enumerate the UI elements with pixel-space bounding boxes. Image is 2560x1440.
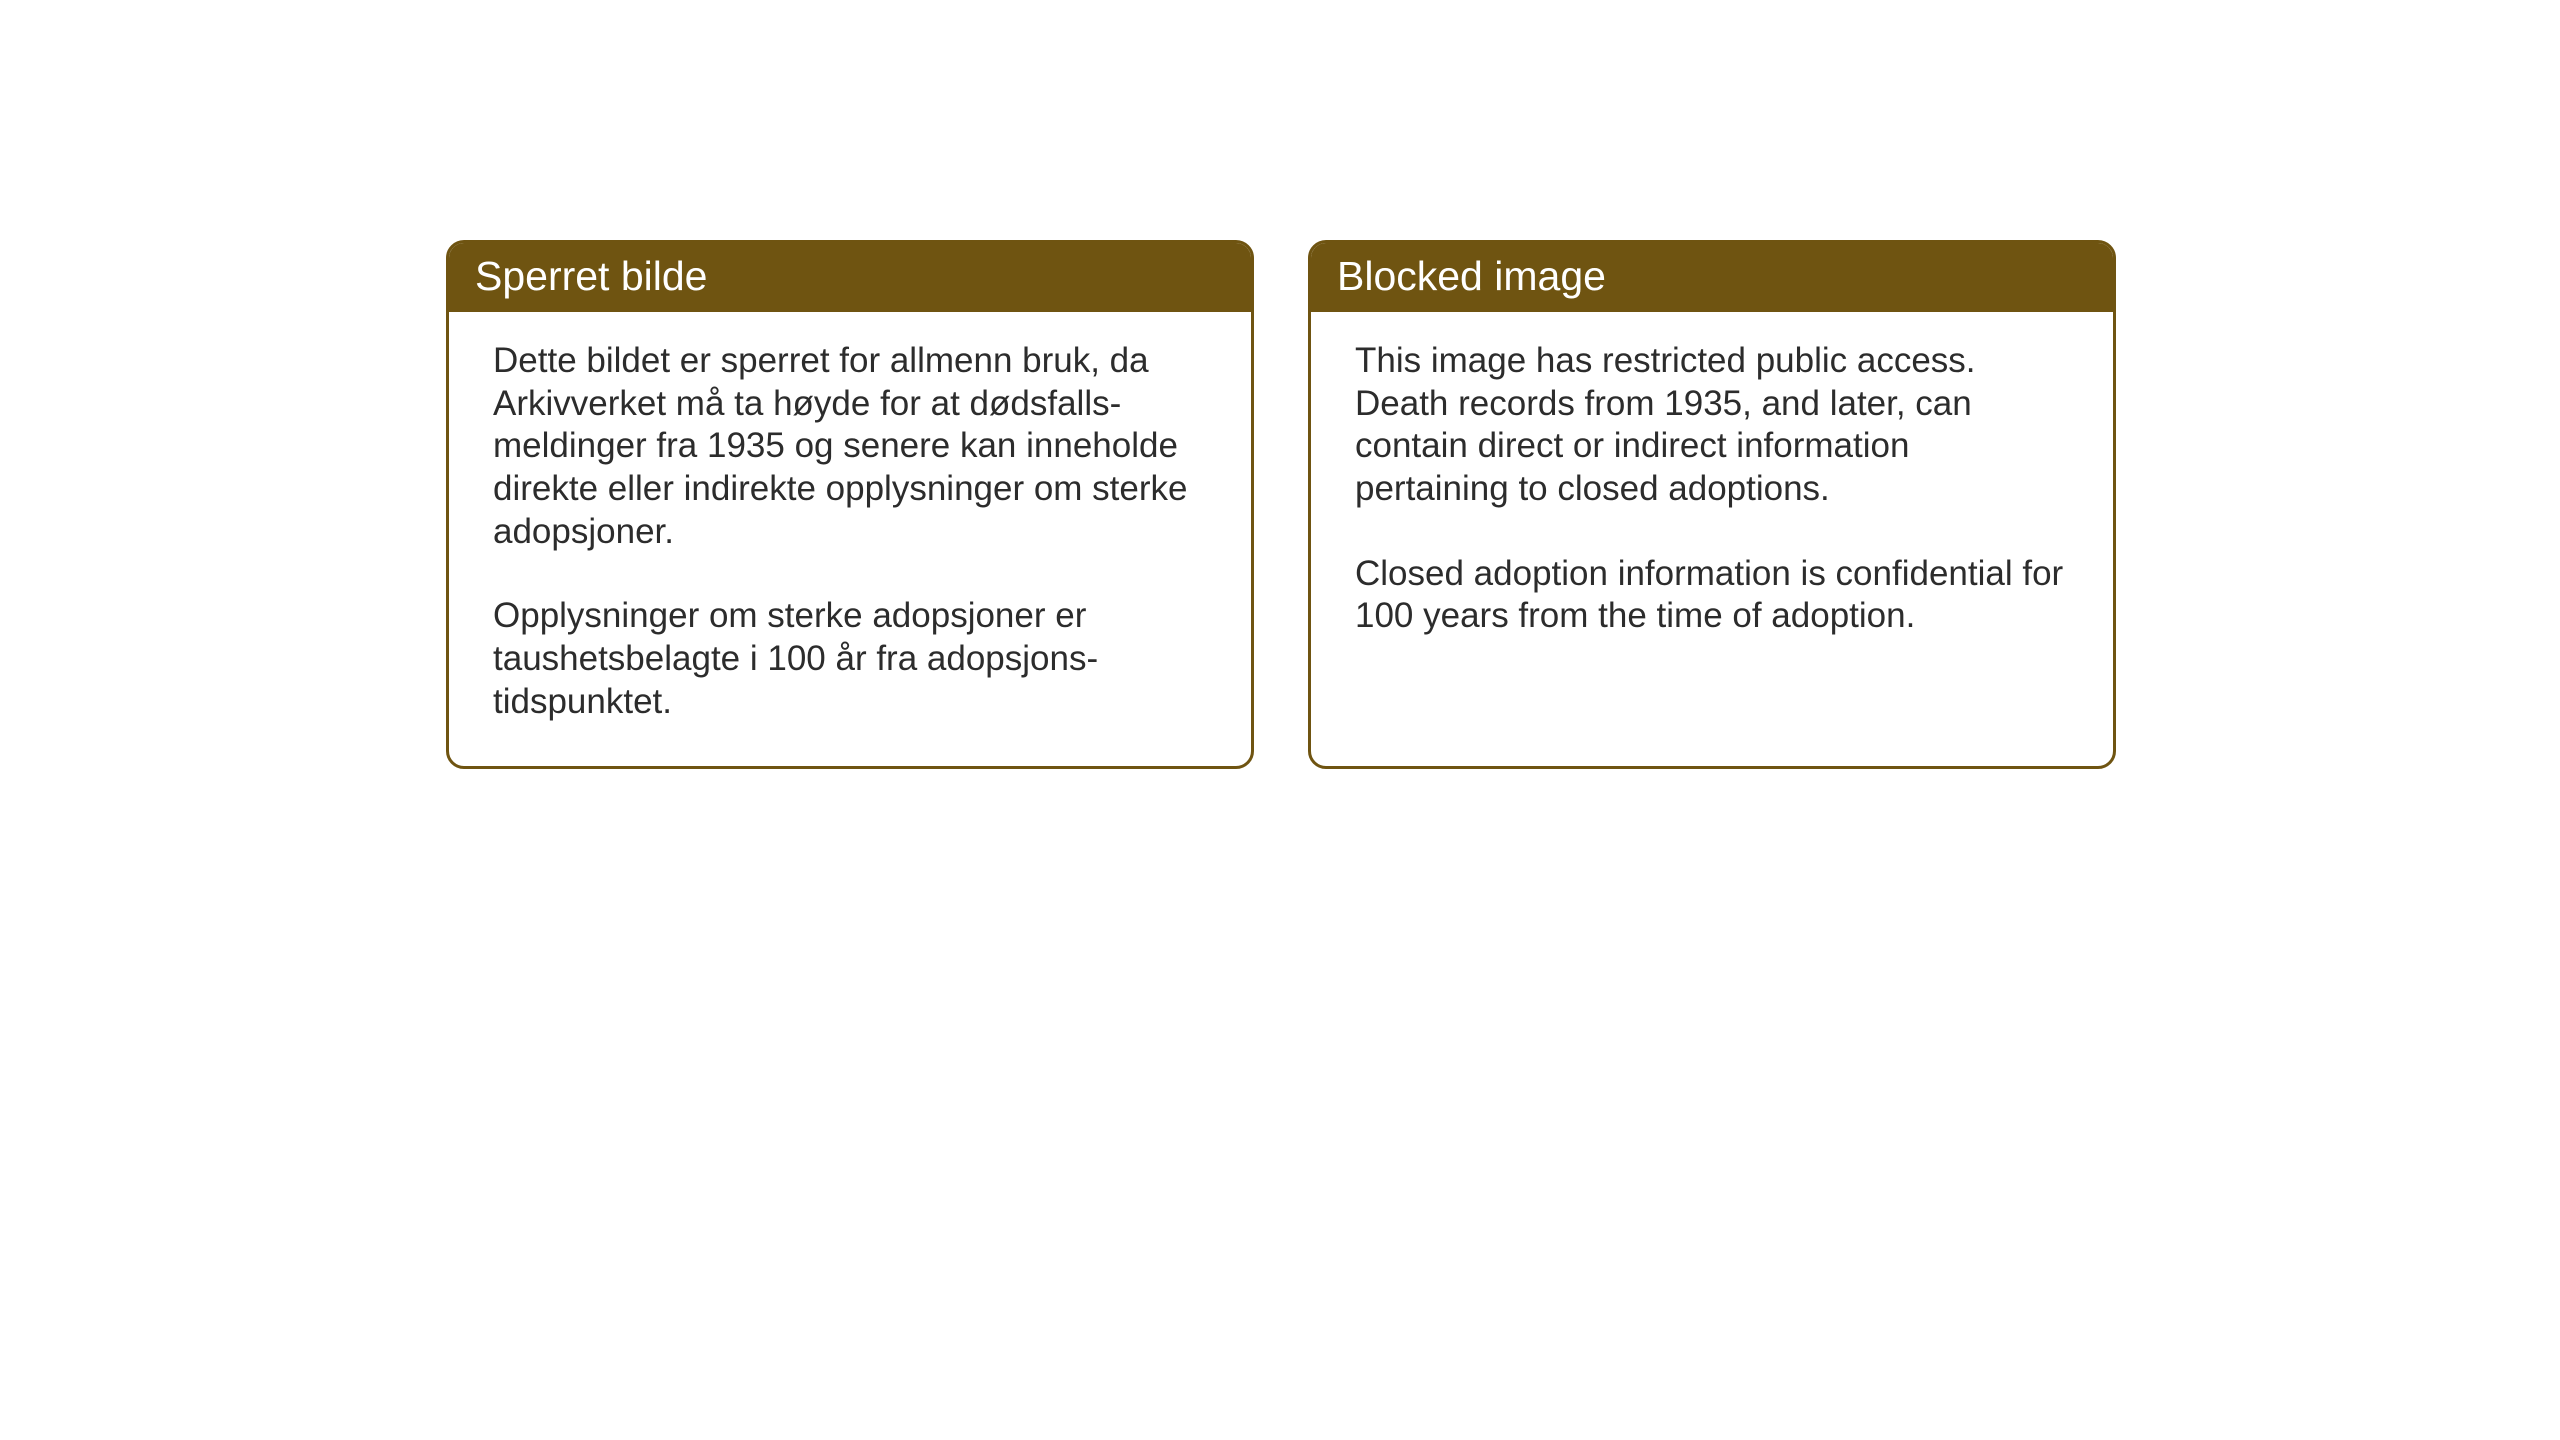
norwegian-paragraph-2: Opplysninger om sterke adopsjoner er tau… [493,595,1207,723]
english-paragraph-1: This image has restricted public access.… [1355,340,2069,511]
notice-container: Sperret bilde Dette bildet er sperret fo… [446,240,2116,769]
english-notice-card: Blocked image This image has restricted … [1308,240,2116,769]
norwegian-card-body: Dette bildet er sperret for allmenn bruk… [449,312,1251,766]
norwegian-paragraph-1: Dette bildet er sperret for allmenn bruk… [493,340,1207,553]
norwegian-notice-card: Sperret bilde Dette bildet er sperret fo… [446,240,1254,769]
english-card-title: Blocked image [1311,243,2113,312]
english-card-body: This image has restricted public access.… [1311,312,2113,712]
norwegian-card-title: Sperret bilde [449,243,1251,312]
english-paragraph-2: Closed adoption information is confident… [1355,553,2069,638]
